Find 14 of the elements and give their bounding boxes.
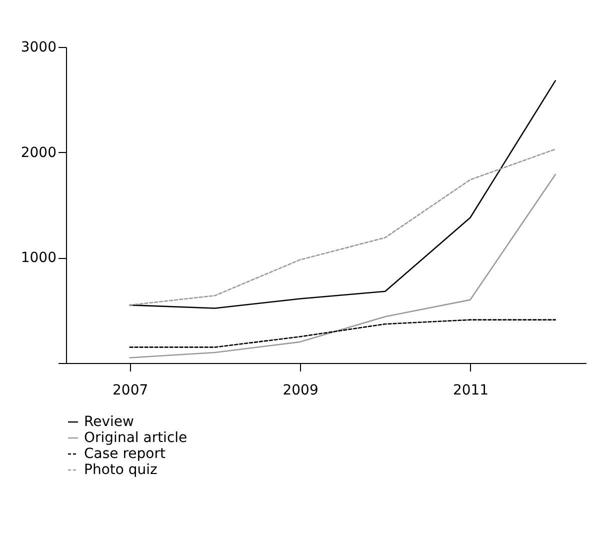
line-series bbox=[129, 80, 556, 309]
x-tick-label: 2009 bbox=[282, 382, 318, 398]
legend-label: Photo quiz bbox=[84, 462, 158, 478]
legend-label: Review bbox=[84, 414, 134, 430]
line-series bbox=[129, 319, 556, 348]
y-tick-label: 1000 bbox=[20, 250, 56, 266]
line-series bbox=[129, 174, 556, 358]
x-tick-label: 2011 bbox=[452, 382, 489, 398]
legend-label: Original article bbox=[84, 430, 188, 446]
y-tick-label: 2000 bbox=[20, 144, 56, 161]
legend-label: Case report bbox=[84, 446, 166, 462]
line-series bbox=[129, 148, 556, 306]
y-tick-label: 3000 bbox=[20, 40, 56, 56]
x-tick-label: 2007 bbox=[112, 382, 148, 398]
